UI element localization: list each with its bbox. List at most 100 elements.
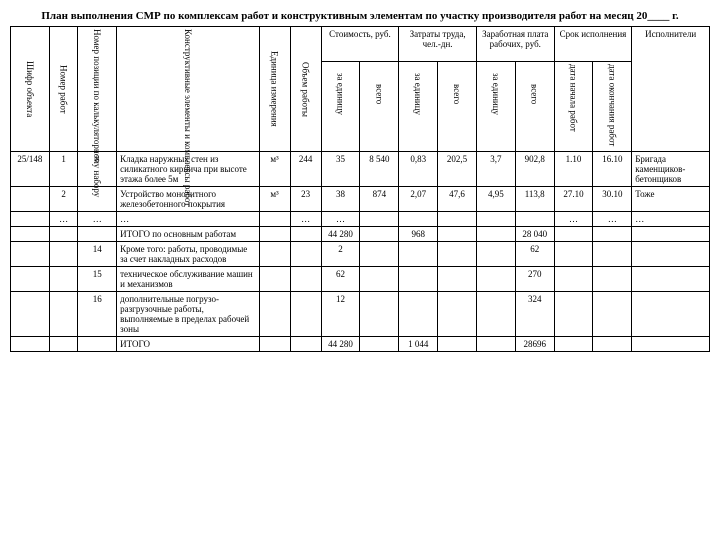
cell: ИТОГО по основным работам [117, 227, 259, 242]
cell [438, 212, 477, 227]
cell: 113,8 [515, 187, 554, 212]
cell: 8 540 [360, 152, 399, 187]
cell [399, 292, 438, 337]
cell [11, 242, 50, 267]
cell [259, 212, 290, 227]
cell: 16 [78, 292, 117, 337]
cell [290, 292, 321, 337]
cell: 2,07 [399, 187, 438, 212]
cell: 2 [321, 242, 360, 267]
cell [632, 267, 710, 292]
cell [360, 227, 399, 242]
cell [290, 267, 321, 292]
table-row: 2 Устройство монолитного железобетонного … [11, 187, 710, 212]
cell [11, 227, 50, 242]
cell: 44 280 [321, 337, 360, 352]
cell [49, 227, 77, 242]
page-title: План выполнения СМР по комплексам работ … [10, 10, 710, 22]
h-c8: Затраты труда, чел.-дн. [399, 27, 477, 62]
cell [78, 337, 117, 352]
cell [632, 227, 710, 242]
cell: … [554, 212, 593, 227]
cell: … [49, 212, 77, 227]
cell [438, 227, 477, 242]
cell [11, 212, 50, 227]
cell: 28 040 [515, 227, 554, 242]
cell [259, 267, 290, 292]
cell [438, 242, 477, 267]
h-wage-t: всего [530, 64, 540, 124]
cell [290, 227, 321, 242]
h-d1: дата начала работ [569, 64, 579, 124]
h-c10: Срок исполнения [554, 27, 632, 62]
cell: Тоже [632, 187, 710, 212]
cell: 14 [78, 242, 117, 267]
cell: 2 [49, 187, 77, 212]
h-c5: Единица измерения [270, 29, 280, 149]
cell: Кроме того: работы, проводимые за счет н… [117, 242, 259, 267]
h-c9: Заработная плата рабочих, руб. [476, 27, 554, 62]
cell [259, 292, 290, 337]
cell [360, 267, 399, 292]
cell [476, 337, 515, 352]
table-row: 25/14818Кладка наружных стен из силикатн… [11, 152, 710, 187]
cell [259, 337, 290, 352]
cell [593, 227, 632, 242]
cell: … [321, 212, 360, 227]
cell: 15 [78, 267, 117, 292]
h-lab-t: всего [452, 64, 462, 124]
cell: 4,95 [476, 187, 515, 212]
cell [554, 242, 593, 267]
cell [476, 227, 515, 242]
cell: 1.10 [554, 152, 593, 187]
cell [259, 227, 290, 242]
cell: 270 [515, 267, 554, 292]
h-c6: Объем работы [301, 29, 311, 149]
cell [476, 267, 515, 292]
cell [593, 292, 632, 337]
h-c1: Шифр объекта [25, 29, 35, 149]
table-row: 16дополнительные погрузо-разгрузочные ра… [11, 292, 710, 337]
cell [593, 337, 632, 352]
cell [632, 337, 710, 352]
h-d2: дата окончания работ [607, 64, 617, 124]
cell: Бригада каменщиков-бетонщиков [632, 152, 710, 187]
cell [360, 242, 399, 267]
cell [49, 292, 77, 337]
table-row: ИТОГО44 2801 04428696 [11, 337, 710, 352]
cell: 27.10 [554, 187, 593, 212]
table-row: ИТОГО по основным работам 44 280 968 28 040 [11, 227, 710, 242]
h-lab-u: за единицу [413, 64, 423, 124]
cell: 968 [399, 227, 438, 242]
cell: 62 [515, 242, 554, 267]
cell: 35 [321, 152, 360, 187]
cell: … [290, 212, 321, 227]
cell: 62 [321, 267, 360, 292]
cell: 44 280 [321, 227, 360, 242]
cell [399, 212, 438, 227]
cell: техническое обслуживание машин и механиз… [117, 267, 259, 292]
cell: 30.10 [593, 187, 632, 212]
cell: 38 [321, 187, 360, 212]
cell: Устройство монолитного железобетонного п… [117, 187, 259, 212]
table-row: …………………… [11, 212, 710, 227]
cell [49, 267, 77, 292]
cell [49, 337, 77, 352]
cell: дополнительные погрузо-разгрузочные рабо… [117, 292, 259, 337]
cell: 0,83 [399, 152, 438, 187]
cell: 1 [49, 152, 77, 187]
cell: 244 [290, 152, 321, 187]
cell [11, 337, 50, 352]
cell: … [117, 212, 259, 227]
cell [290, 337, 321, 352]
plan-table: Шифр объекта Номер работ Номер позиции п… [10, 26, 710, 352]
cell: 902,8 [515, 152, 554, 187]
cell [554, 337, 593, 352]
cell: 3,7 [476, 152, 515, 187]
cell: … [593, 212, 632, 227]
cell: м³ [259, 152, 290, 187]
cell [49, 242, 77, 267]
cell [593, 267, 632, 292]
cell: 324 [515, 292, 554, 337]
cell [360, 212, 399, 227]
